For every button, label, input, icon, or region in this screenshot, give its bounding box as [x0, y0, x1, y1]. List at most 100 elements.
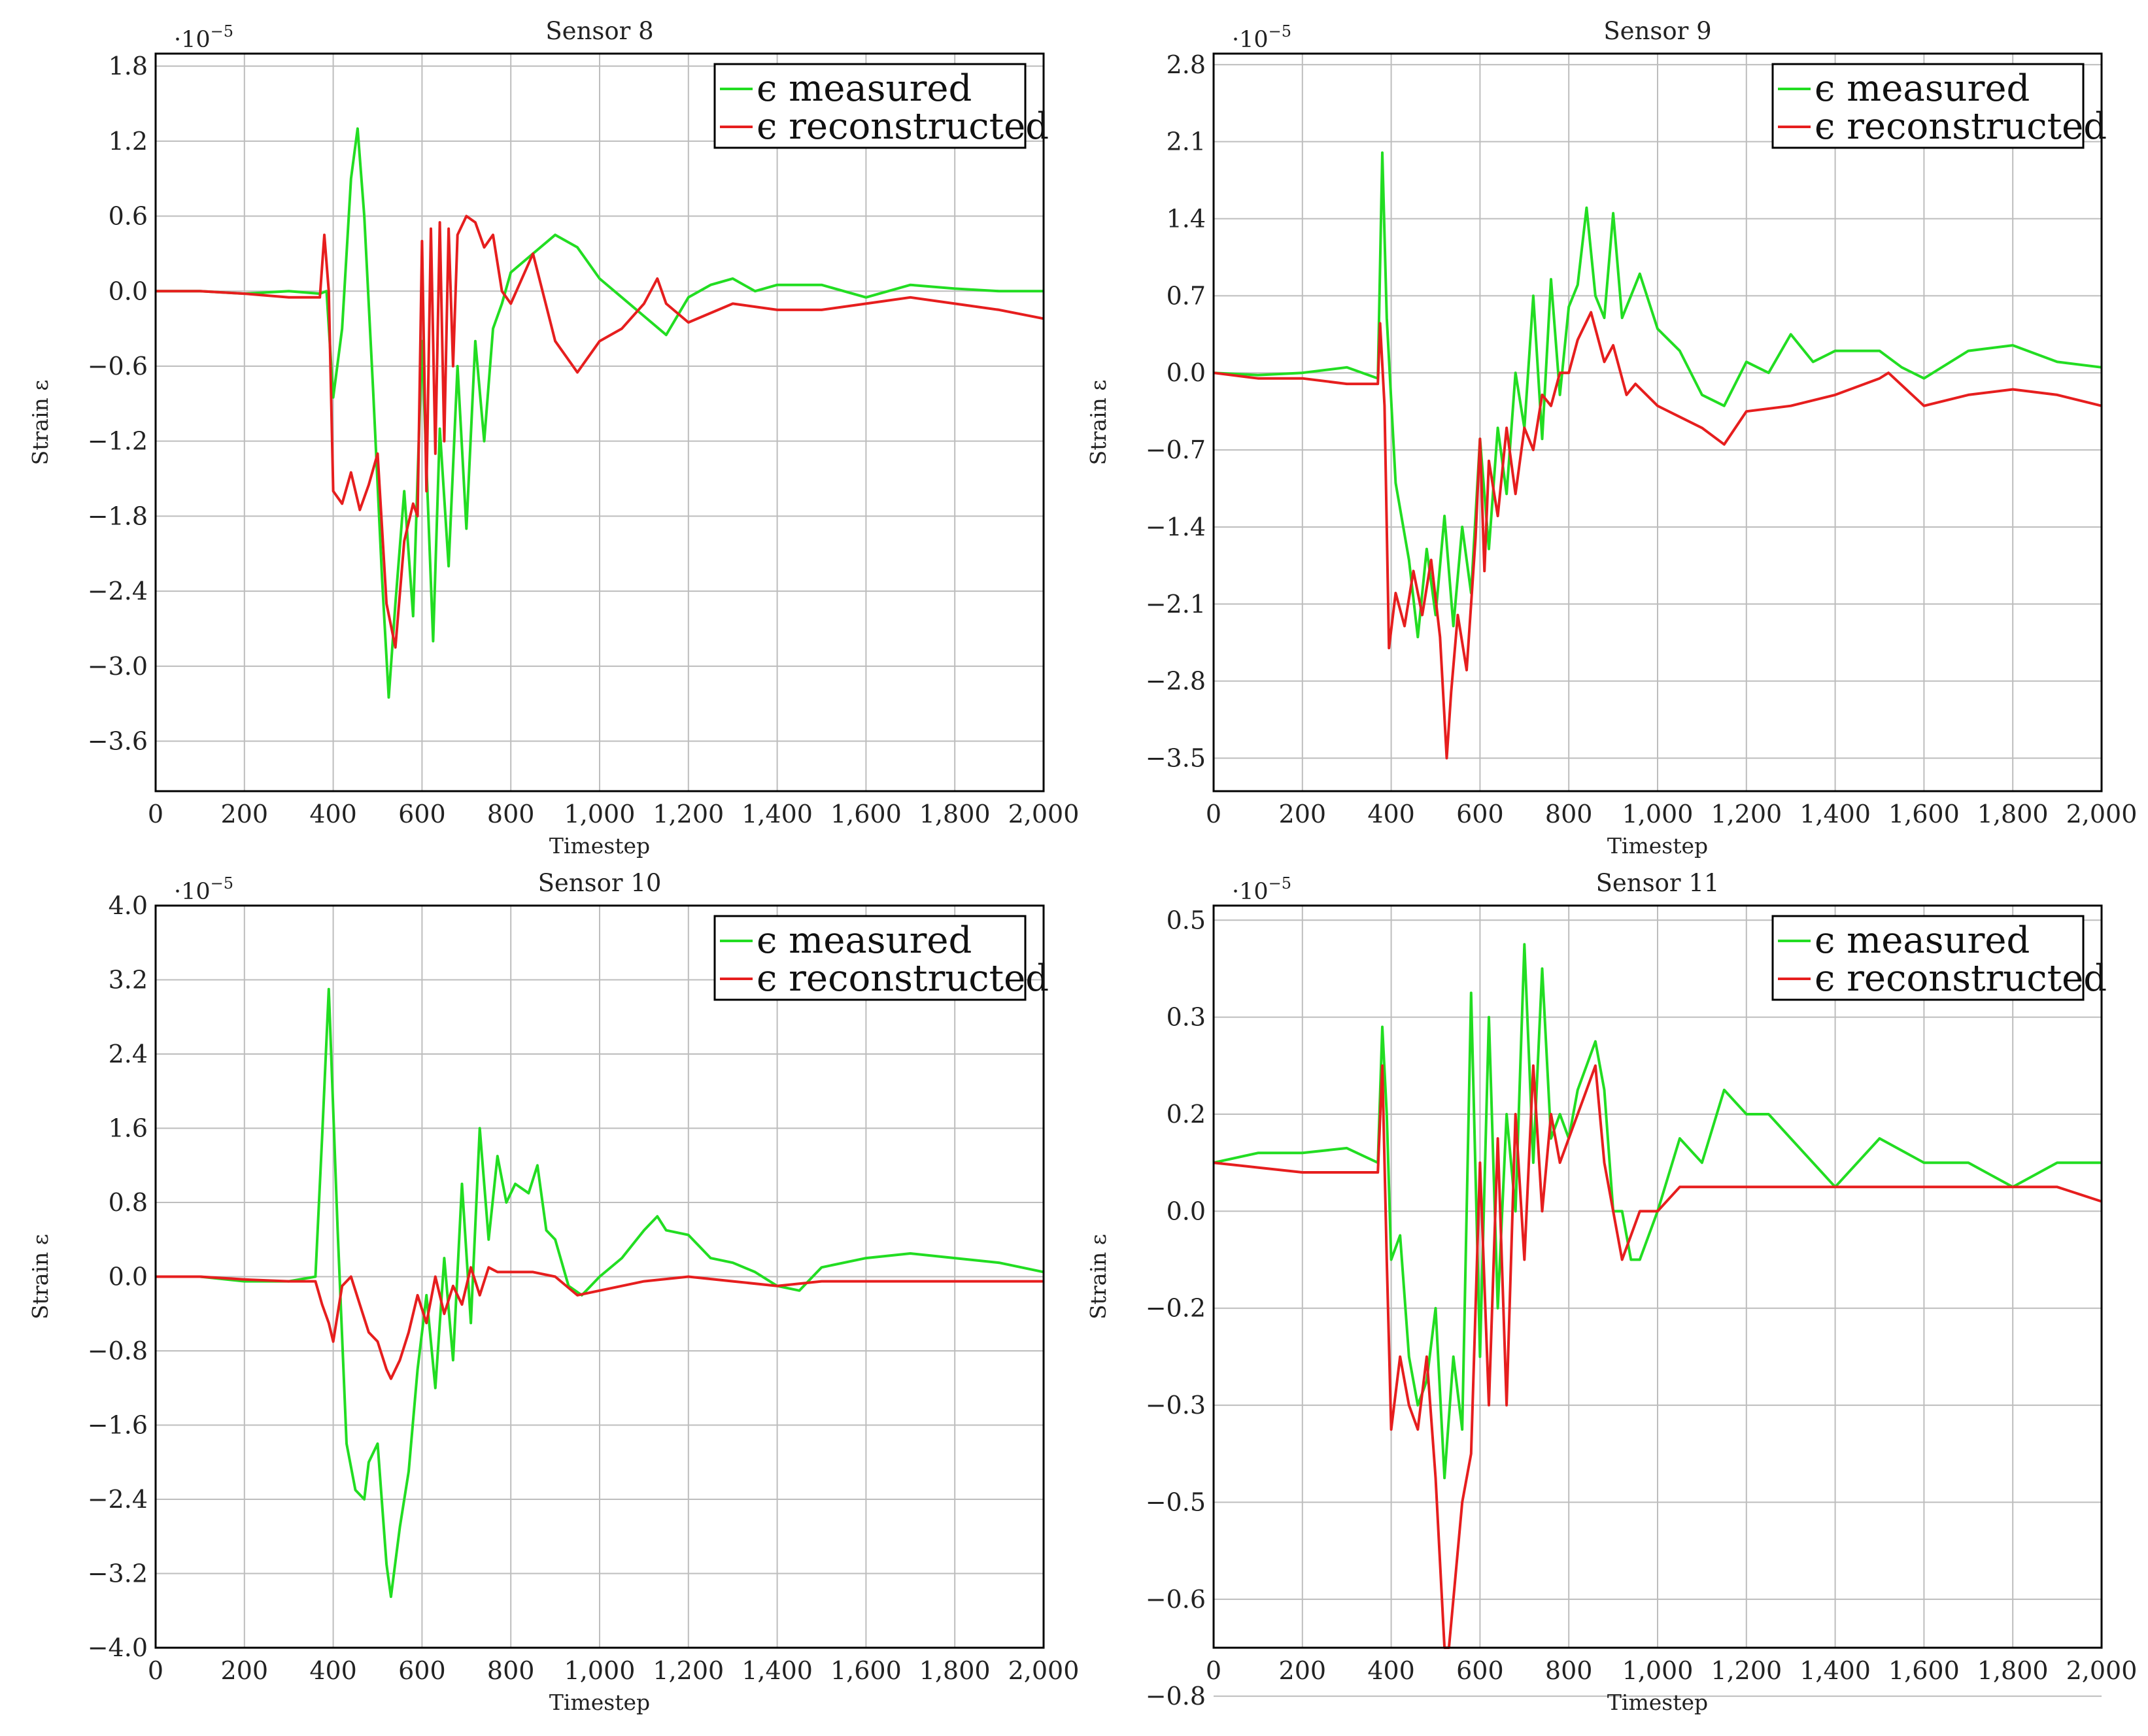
x-tick-label: 1,800	[919, 800, 991, 828]
x-tick-label: 1,600	[830, 800, 902, 828]
x-tick-label: 1,000	[564, 800, 636, 828]
y-tick-label: 0.2	[1167, 1100, 1206, 1129]
y-tick-label: −3.2	[88, 1559, 148, 1588]
series-line-reconstructed	[156, 214, 1044, 649]
x-tick-label: 800	[487, 1656, 535, 1685]
x-axis-label: Timestep	[549, 833, 650, 859]
legend-label: ϵ reconstructed	[1815, 957, 2107, 1000]
x-axis-label: Timestep	[1607, 833, 1708, 859]
y-tick-label: −0.3	[1146, 1391, 1206, 1420]
y-tick-label: −3.5	[1146, 743, 1206, 772]
x-tick-label: 1,600	[830, 1656, 902, 1685]
series-line-measured	[156, 127, 1044, 699]
series-line-reconstructed	[1213, 1064, 2102, 1649]
chart-2: 0 200 400 600 800 1,000 1,200 1,400 1,600 1,800 2,…	[27, 869, 1079, 1715]
legend-label: ϵ reconstructed	[757, 957, 1049, 1000]
y-tick-label: −0.6	[88, 352, 148, 381]
x-tick-label: 1,600	[1888, 800, 1960, 828]
y-tick-label: −0.6	[1146, 1585, 1206, 1614]
y-tick-label: 0.7	[1167, 281, 1206, 310]
chart-title: Sensor 10	[538, 869, 662, 897]
y-tick-label: 0.0	[1167, 358, 1206, 387]
y-axis-label: Strain ε	[1085, 380, 1111, 466]
x-tick-label: 1,600	[1888, 1656, 1960, 1685]
y-tick-label: −4.0	[88, 1633, 148, 1662]
y-tick-label: −3.0	[88, 652, 148, 681]
legend-label: ϵ measured	[1815, 67, 2030, 110]
legend-label: ϵ measured	[757, 919, 972, 962]
y-tick-label: −3.6	[88, 727, 148, 756]
x-tick-label: 0	[1206, 1656, 1221, 1685]
plot-frame	[154, 904, 1045, 1649]
chart-title: Sensor 11	[1596, 869, 1720, 897]
chart-title: Sensor 9	[1603, 17, 1711, 45]
legend-label: ϵ reconstructed	[1815, 105, 2107, 148]
x-axis-label: Timestep	[1607, 1690, 1708, 1715]
x-tick-label: 200	[1279, 1656, 1327, 1685]
x-tick-label: 200	[1279, 800, 1327, 828]
x-tick-label: 1,000	[564, 1656, 636, 1685]
plot-frame	[154, 52, 1045, 792]
x-tick-label: 1,400	[742, 800, 813, 828]
x-tick-label: 200	[221, 800, 269, 828]
x-tick-label: 400	[309, 800, 357, 828]
y-tick-label: 0.3	[1167, 1003, 1206, 1032]
x-tick-label: 800	[487, 800, 535, 828]
legend-box	[1771, 915, 2085, 1001]
y-tick-label: 0.0	[109, 1263, 148, 1291]
x-tick-label: 1,800	[1977, 1656, 2049, 1685]
legend-box	[1771, 63, 2085, 149]
x-tick-label: 2,000	[1008, 1656, 1080, 1685]
series-line-measured	[156, 987, 1044, 1598]
legend-label: ϵ reconstructed	[757, 105, 1049, 148]
x-tick-label: 800	[1545, 1656, 1593, 1685]
y-tick-label: −2.1	[1146, 590, 1206, 619]
x-tick-label: 0	[1206, 800, 1221, 828]
legend-label: ϵ measured	[757, 67, 972, 110]
x-tick-label: 1,400	[742, 1656, 813, 1685]
axis-multiplier: ·10−5	[174, 874, 233, 905]
y-tick-label: 4.0	[109, 891, 148, 920]
axis-multiplier: ·10−5	[174, 22, 233, 53]
y-tick-label: −1.8	[88, 502, 148, 530]
y-axis-label: Strain ε	[27, 380, 53, 466]
x-tick-label: 200	[221, 1656, 269, 1685]
y-tick-label: −2.4	[88, 577, 148, 605]
series-line-reconstructed	[1213, 311, 2102, 760]
legend-label: ϵ measured	[1815, 919, 2030, 962]
x-tick-label: 2,000	[2066, 1656, 2138, 1685]
y-tick-label: 2.4	[109, 1040, 148, 1068]
y-axis-label: Strain ε	[1085, 1234, 1111, 1319]
y-tick-label: 3.2	[109, 966, 148, 995]
x-tick-label: 600	[1456, 800, 1504, 828]
x-tick-label: 600	[398, 800, 446, 828]
series-line-measured	[1213, 943, 2102, 1480]
chart-panel-sensor-9: 0 200 400 600 800 1,000 1,200 1,400 1,600 1,800 2,…	[1085, 17, 2137, 859]
x-tick-label: 1,200	[653, 1656, 724, 1685]
x-tick-label: 400	[1367, 1656, 1415, 1685]
y-tick-label: −1.4	[1146, 513, 1206, 541]
y-tick-label: 0.5	[1167, 906, 1206, 934]
x-tick-label: 1,800	[919, 1656, 991, 1685]
chart-1: 0 200 400 600 800 1,000 1,200 1,400 1,600 1,800 2,…	[1085, 17, 2137, 859]
x-tick-label: 0	[148, 800, 163, 828]
chart-panel-sensor-8: 0 200 400 600 800 1,000 1,200 1,400 1,600 1,800 2,…	[27, 17, 1079, 859]
plot-frame	[1212, 52, 2103, 792]
y-tick-label: 0.0	[109, 277, 148, 305]
axis-multiplier: ·10−5	[1232, 22, 1291, 53]
y-tick-label: 1.8	[109, 52, 148, 80]
chart-0: 0 200 400 600 800 1,000 1,200 1,400 1,600 1,800 2,…	[27, 17, 1079, 859]
legend-box	[713, 915, 1027, 1001]
x-tick-label: 400	[309, 1656, 357, 1685]
x-tick-label: 2,000	[2066, 800, 2138, 828]
y-tick-label: −0.8	[88, 1336, 148, 1365]
y-tick-label: −2.8	[1146, 667, 1206, 696]
chart-panel-sensor-10: 0 200 400 600 800 1,000 1,200 1,400 1,600 1,800 2,…	[27, 869, 1079, 1715]
y-tick-label: −2.4	[88, 1485, 148, 1514]
x-tick-label: 1,200	[653, 800, 724, 828]
y-tick-label: −1.6	[88, 1411, 148, 1440]
y-tick-label: 0.8	[109, 1188, 148, 1217]
